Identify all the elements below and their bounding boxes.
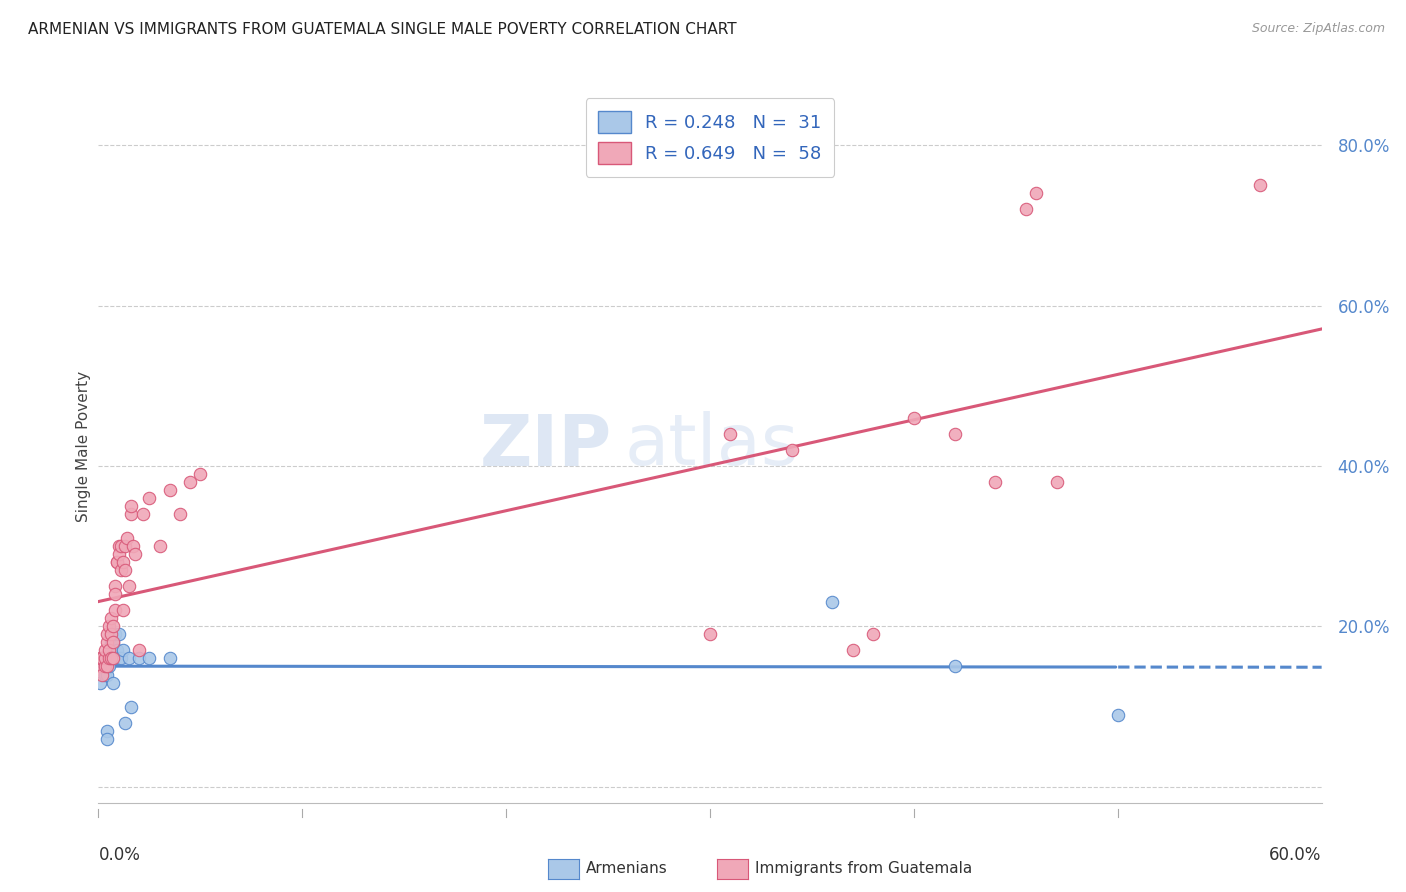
Point xyxy=(1015,202,1038,217)
Point xyxy=(91,651,114,665)
Point xyxy=(111,555,134,569)
Point xyxy=(101,635,124,649)
Point xyxy=(943,427,966,442)
Point xyxy=(100,651,122,665)
Point xyxy=(149,539,172,553)
Point xyxy=(105,555,128,569)
Point xyxy=(89,675,111,690)
Point xyxy=(97,659,120,673)
Point xyxy=(114,539,136,553)
Point xyxy=(128,643,150,657)
Point xyxy=(104,587,127,601)
Point xyxy=(93,667,115,681)
Point xyxy=(96,667,118,681)
Point xyxy=(821,595,844,609)
Point xyxy=(96,731,118,746)
Text: ARMENIAN VS IMMIGRANTS FROM GUATEMALA SINGLE MALE POVERTY CORRELATION CHART: ARMENIAN VS IMMIGRANTS FROM GUATEMALA SI… xyxy=(28,22,737,37)
Point xyxy=(115,531,138,545)
Point xyxy=(780,442,803,457)
Point xyxy=(100,635,122,649)
Text: ZIP: ZIP xyxy=(479,411,612,481)
Point xyxy=(105,555,128,569)
Text: 0.0%: 0.0% xyxy=(98,846,141,863)
Point xyxy=(114,715,136,730)
Point xyxy=(118,579,141,593)
Point xyxy=(110,651,132,665)
Legend: R = 0.248   N =  31, R = 0.649   N =  58: R = 0.248 N = 31, R = 0.649 N = 58 xyxy=(586,98,834,177)
Point xyxy=(118,651,141,665)
Point xyxy=(97,619,120,633)
Point xyxy=(111,603,134,617)
Point xyxy=(93,651,115,665)
Point xyxy=(124,547,146,561)
Point xyxy=(862,627,884,641)
Point xyxy=(96,723,118,738)
Point xyxy=(89,659,111,673)
Point xyxy=(110,563,132,577)
Point xyxy=(108,539,131,553)
Point xyxy=(101,619,124,633)
Point xyxy=(93,643,115,657)
Text: Immigrants from Guatemala: Immigrants from Guatemala xyxy=(755,862,973,876)
Point xyxy=(100,611,122,625)
Text: Source: ZipAtlas.com: Source: ZipAtlas.com xyxy=(1251,22,1385,36)
Point xyxy=(108,651,131,665)
Point xyxy=(132,507,155,521)
Point xyxy=(100,627,122,641)
Point xyxy=(718,427,742,442)
Point xyxy=(104,651,127,665)
Point xyxy=(108,627,131,641)
Y-axis label: Single Male Poverty: Single Male Poverty xyxy=(76,370,91,522)
Point xyxy=(100,627,122,641)
Point xyxy=(93,651,115,665)
Point xyxy=(188,467,212,481)
Point xyxy=(101,675,124,690)
Point xyxy=(91,659,114,673)
Point xyxy=(138,491,160,505)
Text: 60.0%: 60.0% xyxy=(1270,846,1322,863)
Point xyxy=(100,643,122,657)
Point xyxy=(97,643,120,657)
Text: atlas: atlas xyxy=(624,411,799,481)
Point xyxy=(699,627,721,641)
Point xyxy=(96,659,118,673)
Point xyxy=(159,483,181,497)
Point xyxy=(984,475,1007,489)
Point xyxy=(841,643,863,657)
Point xyxy=(120,499,142,513)
Point xyxy=(91,667,114,681)
Point xyxy=(138,651,160,665)
Point xyxy=(105,643,128,657)
Point xyxy=(104,579,127,593)
Point xyxy=(91,651,114,665)
Point xyxy=(1107,707,1129,722)
Point xyxy=(1045,475,1069,489)
Point xyxy=(96,627,118,641)
Point xyxy=(169,507,191,521)
Point xyxy=(110,539,132,553)
Point xyxy=(108,547,131,561)
Point xyxy=(104,627,127,641)
Point xyxy=(104,603,127,617)
Point xyxy=(122,539,145,553)
Point xyxy=(120,699,142,714)
Point xyxy=(114,563,136,577)
Point xyxy=(93,659,115,673)
Point xyxy=(903,411,925,425)
Point xyxy=(159,651,181,665)
Point xyxy=(97,651,120,665)
Point xyxy=(943,659,966,673)
Point xyxy=(1025,186,1047,201)
Point xyxy=(179,475,201,489)
Point xyxy=(101,651,124,665)
Point xyxy=(101,635,124,649)
Point xyxy=(128,651,150,665)
Point xyxy=(97,651,120,665)
Point xyxy=(96,635,118,649)
Point xyxy=(111,643,134,657)
Text: Armenians: Armenians xyxy=(586,862,668,876)
Point xyxy=(120,507,142,521)
Point xyxy=(1249,178,1271,193)
Point xyxy=(89,651,111,665)
